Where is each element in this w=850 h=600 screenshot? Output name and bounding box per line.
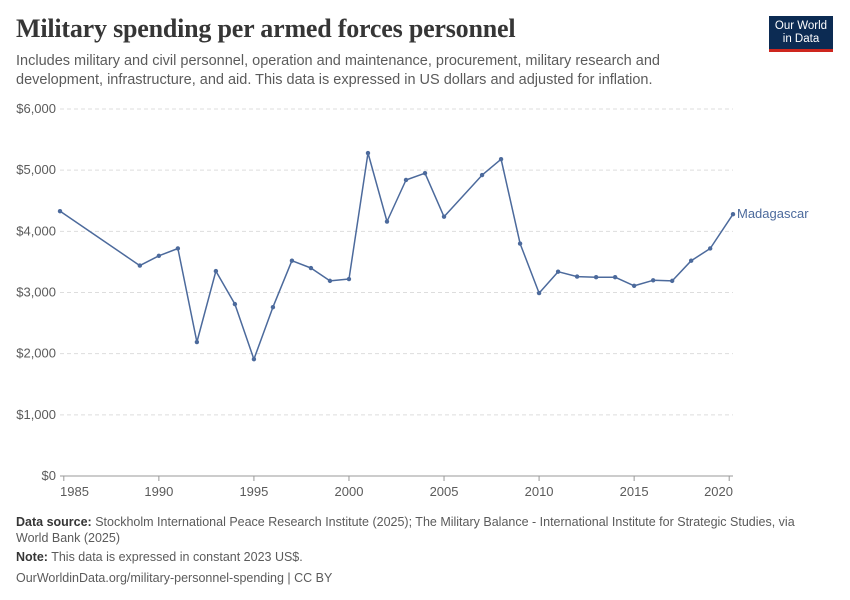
data-point[interactable] xyxy=(232,301,238,307)
data-point[interactable] xyxy=(289,258,295,263)
data-point[interactable] xyxy=(384,219,390,224)
x-tick-label: 2010 xyxy=(525,484,554,499)
x-tick-label: 1990 xyxy=(144,484,173,499)
data-point[interactable] xyxy=(327,278,333,284)
data-point[interactable] xyxy=(346,276,352,282)
data-point[interactable] xyxy=(194,339,200,345)
logo-line-2: in Data xyxy=(782,33,820,45)
data-point[interactable] xyxy=(688,258,694,263)
y-tick-label: $2,000 xyxy=(16,346,56,361)
data-source-text: Stockholm International Peace Research I… xyxy=(16,515,795,545)
data-point[interactable] xyxy=(574,274,580,279)
data-point[interactable] xyxy=(213,268,219,274)
data-point[interactable] xyxy=(308,265,314,271)
series-label: Madagascar xyxy=(737,206,809,221)
data-point[interactable] xyxy=(517,241,523,246)
y-tick-label: $6,000 xyxy=(16,101,56,116)
data-source: Data source: Stockholm International Pea… xyxy=(16,514,826,546)
y-tick-label: $3,000 xyxy=(16,285,56,300)
data-point[interactable] xyxy=(631,283,637,288)
note-label: Note: xyxy=(16,550,48,564)
y-tick-label: $5,000 xyxy=(16,162,56,177)
x-tick-label: 2000 xyxy=(335,484,364,499)
x-tick-label: 2005 xyxy=(430,484,459,499)
data-point[interactable] xyxy=(479,172,485,178)
series-layer: Madagascar xyxy=(57,150,809,362)
x-tick-label: 1985 xyxy=(60,484,89,499)
data-point[interactable] xyxy=(137,263,143,268)
axis-layer: $0 $1,000 $2,000 $3,000 $4,000 $5,000 $6,000 19… xyxy=(16,101,733,499)
data-point[interactable] xyxy=(612,275,618,280)
data-point[interactable] xyxy=(365,150,371,156)
data-point[interactable] xyxy=(555,269,561,274)
data-point[interactable] xyxy=(536,290,542,296)
data-point[interactable] xyxy=(730,212,736,217)
x-tick-label: 2015 xyxy=(620,484,649,499)
data-point[interactable] xyxy=(156,253,162,258)
x-tick-label: 2020 xyxy=(704,484,733,499)
y-tick-label: $0 xyxy=(42,468,56,483)
note-text: This data is expressed in constant 2023 … xyxy=(51,550,303,564)
data-point[interactable] xyxy=(422,171,428,176)
data-point[interactable] xyxy=(669,278,675,284)
data-point[interactable] xyxy=(593,275,599,280)
data-source-label: Data source: xyxy=(16,515,92,529)
y-tick-label: $4,000 xyxy=(16,223,56,238)
data-point[interactable] xyxy=(270,304,276,310)
y-tick-label: $1,000 xyxy=(16,407,56,422)
chart-subtitle: Includes military and civil personnel, o… xyxy=(16,53,660,88)
data-point[interactable] xyxy=(498,156,504,162)
logo-line-1: Our World xyxy=(774,20,828,32)
data-point[interactable] xyxy=(175,246,181,251)
data-point[interactable] xyxy=(650,278,656,283)
data-point[interactable] xyxy=(441,214,447,219)
source-url[interactable]: OurWorldinData.org/military-personnel-sp… xyxy=(16,571,333,585)
data-point[interactable] xyxy=(403,177,409,183)
note: Note: This data is expressed in constant… xyxy=(16,549,303,565)
data-point[interactable] xyxy=(251,356,257,362)
data-point[interactable] xyxy=(57,208,63,214)
data-point[interactable] xyxy=(707,246,713,251)
x-tick-label: 1995 xyxy=(239,484,268,499)
owid-logo[interactable]: Our World in Data xyxy=(769,16,833,52)
grid-layer xyxy=(60,108,733,416)
series-line[interactable] xyxy=(59,152,734,360)
chart-title: Military spending per armed forces perso… xyxy=(16,14,516,43)
